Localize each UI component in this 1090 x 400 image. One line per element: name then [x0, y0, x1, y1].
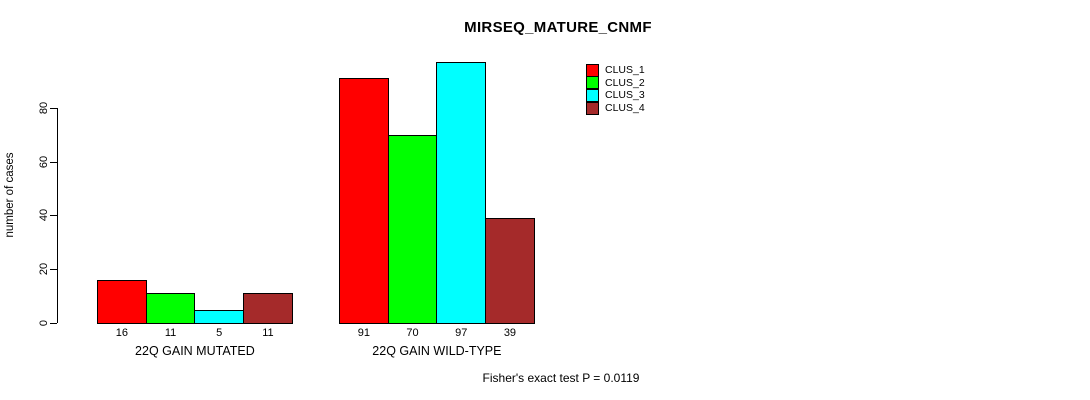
y-tick-mark — [50, 215, 57, 217]
y-tick-mark — [50, 269, 57, 271]
bar-value-label: 39 — [503, 327, 517, 339]
legend-label: CLUS_3 — [605, 89, 645, 102]
legend-swatch-clus_1 — [586, 63, 599, 77]
legend-label: CLUS_4 — [605, 102, 645, 115]
y-tick-mark — [50, 107, 57, 109]
bar-value-label: 5 — [216, 327, 223, 339]
legend-label: CLUS_2 — [605, 76, 645, 89]
bar-clus_2-group1 — [145, 293, 196, 324]
legend-swatch-clus_3 — [586, 88, 599, 102]
chart-title: MIRSEQ_MATURE_CNMF — [464, 19, 652, 36]
y-tick-label: 40 — [38, 209, 50, 222]
legend-row: CLUS_3 — [586, 88, 645, 102]
legend: CLUS_1 CLUS_2 CLUS_3 CLUS_4 — [586, 63, 645, 115]
group-label: 22Q GAIN WILD-TYPE — [372, 344, 502, 358]
bar-clus_1-group1 — [97, 279, 147, 324]
y-tick-mark — [50, 323, 57, 324]
y-tick-mark — [50, 161, 57, 163]
legend-swatch-clus_2 — [586, 76, 599, 90]
bar-clus_4-group1 — [243, 293, 293, 324]
legend-swatch-clus_4 — [586, 101, 599, 115]
bar-value-label: 97 — [455, 327, 468, 339]
bar-value-label: 16 — [115, 327, 128, 339]
bar-clus_2-group2 — [387, 134, 438, 324]
y-axis-line — [57, 108, 58, 323]
legend-row: CLUS_4 — [586, 101, 645, 115]
y-tick-label: 80 — [38, 101, 50, 114]
y-tick-label: 0 — [38, 319, 50, 327]
bar-value-label: 11 — [262, 327, 274, 339]
bar-clus_3-group2 — [436, 62, 487, 324]
bar-value-label: 11 — [164, 327, 177, 339]
bar-clus_4-group2 — [485, 218, 535, 324]
legend-row: CLUS_1 — [586, 63, 645, 77]
annotation-fishers-test: Fisher's exact test P = 0.0119 — [482, 371, 640, 385]
group-label: 22Q GAIN MUTATED — [135, 344, 255, 358]
y-axis-label: number of cases — [4, 152, 16, 238]
legend-label: CLUS_1 — [605, 64, 645, 77]
legend-row: CLUS_2 — [586, 76, 645, 90]
y-tick-label: 20 — [38, 263, 50, 276]
bar-clus_3-group1 — [194, 309, 245, 324]
bar-value-label: 70 — [406, 327, 419, 339]
y-tick-label: 60 — [38, 155, 50, 168]
bar-value-label: 91 — [357, 327, 370, 339]
bar-clus_1-group2 — [339, 78, 389, 324]
